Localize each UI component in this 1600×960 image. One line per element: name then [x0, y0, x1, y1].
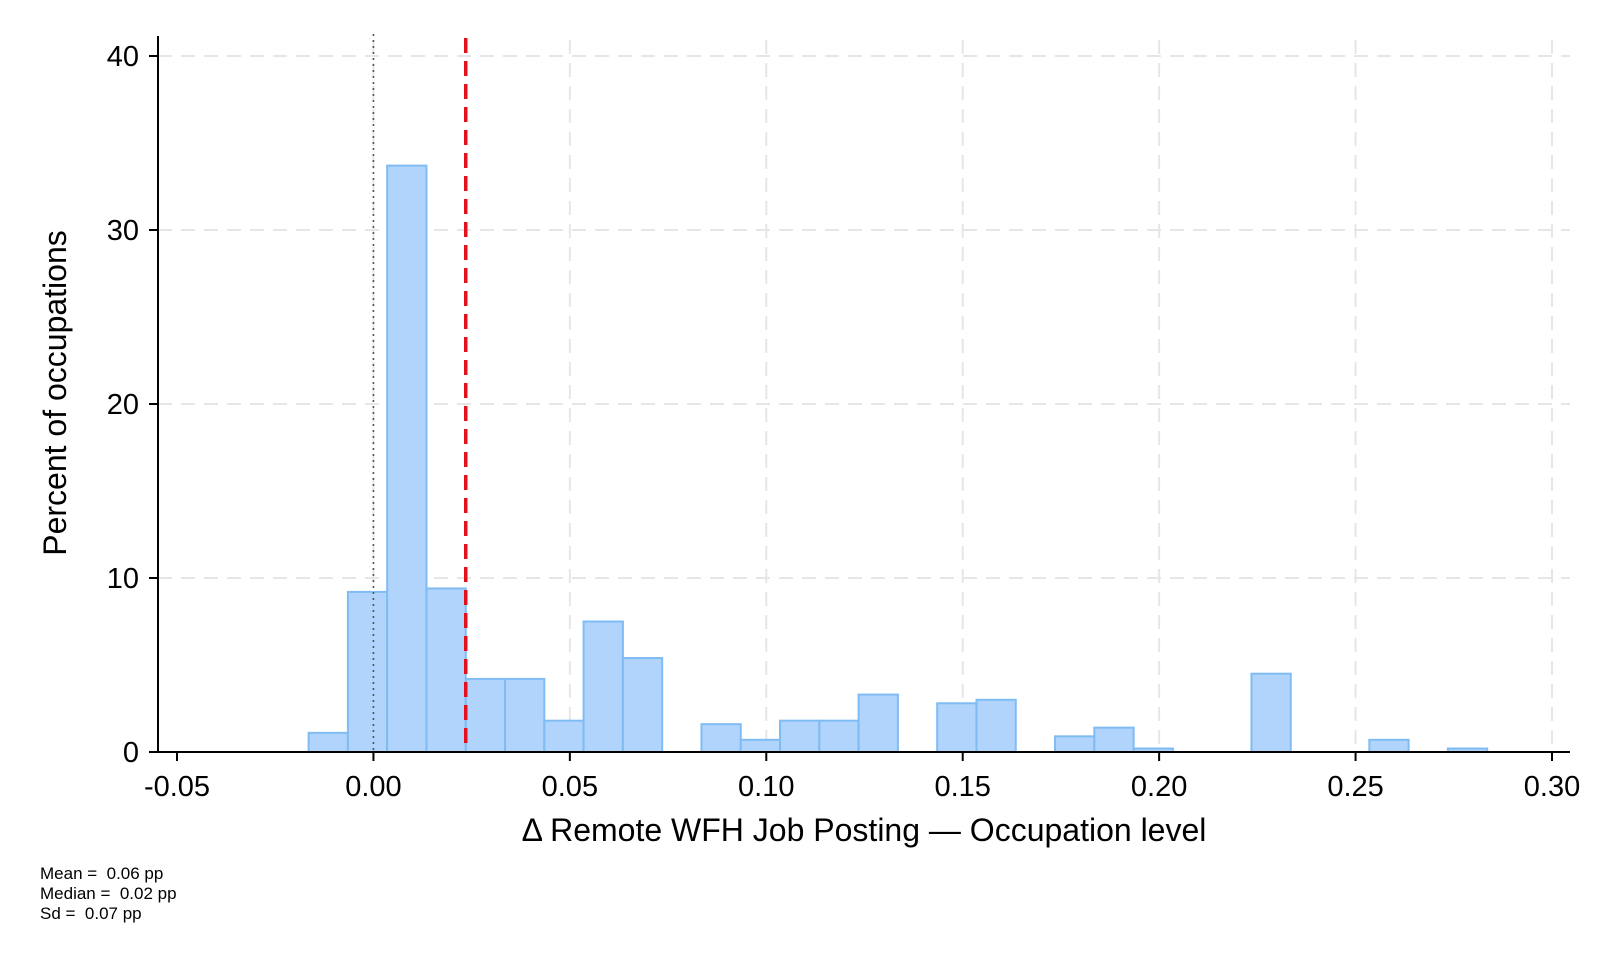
- histogram-bar: [779, 719, 821, 753]
- x-tick-label: 0.05: [542, 771, 598, 803]
- mean-note: Mean = 0.06 pp: [40, 864, 164, 883]
- histogram-bar: [1054, 735, 1096, 754]
- histogram-bar: [543, 719, 585, 753]
- histogram-bar: [621, 657, 664, 753]
- x-axis-ticks: -0.05 0.00 0.05 0.10 0.15 0.20 0.25 0.30: [144, 752, 1580, 803]
- histogram-bar: [1093, 726, 1135, 754]
- y-axis-title: Percent of occupations: [37, 230, 73, 556]
- y-tick-label: 30: [107, 215, 139, 247]
- y-tick-label: 40: [107, 41, 139, 73]
- x-tick-label: 0.20: [1131, 771, 1187, 803]
- y-tick-label: 10: [107, 563, 139, 595]
- y-axis-ticks: 0 10 20 30 40: [107, 41, 158, 769]
- median-note: Median = 0.02 pp: [40, 884, 177, 903]
- reference-lines: [372, 34, 468, 752]
- x-tick-label: 0.30: [1524, 771, 1580, 803]
- y-tick-label: 0: [123, 737, 139, 769]
- histogram-bar: [700, 723, 742, 753]
- x-tick-label: -0.05: [144, 771, 210, 803]
- histogram-bar: [464, 677, 507, 753]
- x-axis-title: Δ Remote WFH Job Posting — Occupation le…: [522, 812, 1207, 848]
- histogram-bar: [857, 693, 899, 754]
- histogram-bars: [307, 164, 1489, 754]
- sd-note: Sd = 0.07 pp: [40, 904, 142, 923]
- histogram-bar: [386, 164, 428, 753]
- histogram-bar: [1250, 672, 1292, 754]
- x-tick-label: 0.00: [345, 771, 401, 803]
- histogram-bar: [582, 620, 624, 753]
- y-tick-label: 20: [107, 389, 139, 421]
- histogram-bar: [1368, 738, 1410, 754]
- histogram-bar: [504, 677, 546, 753]
- x-tick-label: 0.15: [934, 771, 990, 803]
- axes: [157, 36, 1570, 753]
- histogram-bar: [818, 719, 860, 753]
- histogram-bar: [307, 731, 349, 753]
- x-tick-label: 0.25: [1327, 771, 1383, 803]
- histogram-bar: [975, 698, 1017, 753]
- histogram-bar: [346, 590, 389, 753]
- histogram-bar: [739, 738, 782, 754]
- x-tick-label: 0.10: [738, 771, 794, 803]
- histogram-bar: [425, 587, 467, 753]
- histogram-bar: [936, 702, 978, 754]
